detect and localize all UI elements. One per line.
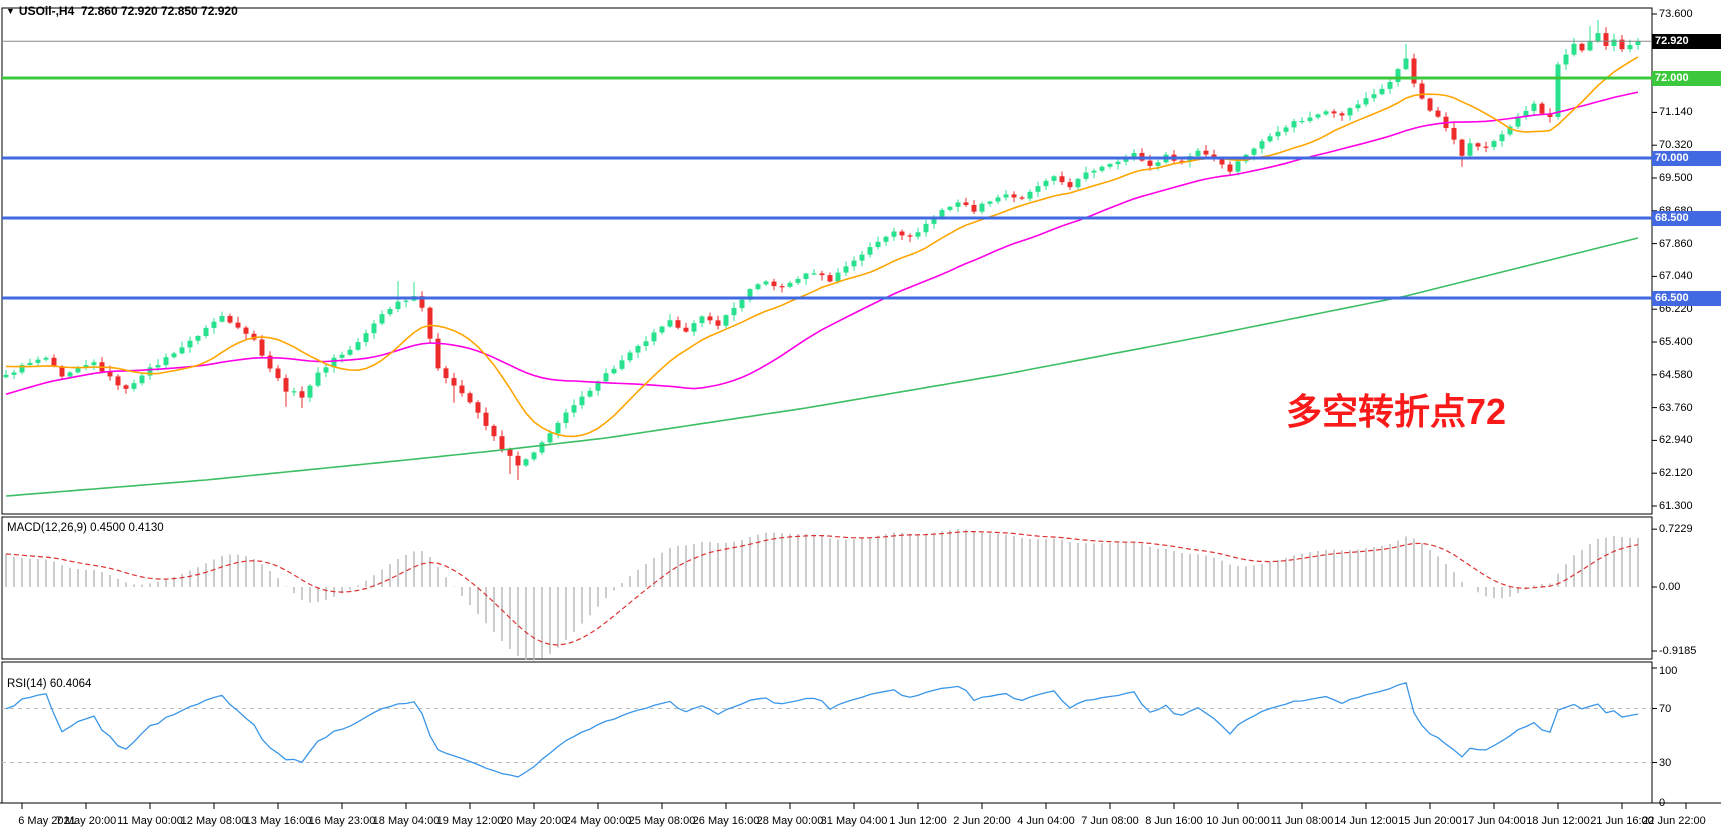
rsi-axis-label: 70 bbox=[1659, 702, 1672, 715]
time-axis-label: 22 Jun 22:00 bbox=[1642, 815, 1706, 827]
level-price-box: 66.500 bbox=[1652, 290, 1721, 306]
time-axis-label: 14 Jun 12:00 bbox=[1334, 815, 1398, 827]
time-axis-label: 11 Jun 08:00 bbox=[1270, 815, 1334, 827]
time-axis-label: 24 May 00:00 bbox=[564, 815, 632, 827]
time-axis-label: 31 May 04:00 bbox=[820, 815, 888, 827]
time-axis-label: 19 May 12:00 bbox=[436, 815, 504, 827]
price-axis-label: 64.580 bbox=[1659, 368, 1693, 381]
chart-title: ▼ USOil-,H4 72.860 72.920 72.850 72.920 bbox=[6, 4, 238, 18]
time-axis-label: 15 Jun 20:00 bbox=[1398, 815, 1462, 827]
time-axis-label: 26 May 16:00 bbox=[692, 815, 760, 827]
price-axis-label: 62.940 bbox=[1659, 434, 1693, 447]
price-axis-label: 66.220 bbox=[1659, 303, 1693, 316]
price-axis-label: 61.300 bbox=[1659, 500, 1693, 512]
price-axis-label: 67.040 bbox=[1659, 270, 1693, 283]
macd-axis-label: -0.9185 bbox=[1659, 645, 1697, 657]
time-axis-label: 25 May 08:00 bbox=[628, 815, 696, 827]
time-axis-label: 18 May 04:00 bbox=[372, 815, 440, 827]
time-axis-label: 1 Jun 12:00 bbox=[889, 815, 947, 827]
time-axis-label: 11 May 00:00 bbox=[117, 815, 183, 827]
price-axis-label: 65.400 bbox=[1659, 336, 1693, 348]
price-axis-label: 69.500 bbox=[1659, 172, 1693, 184]
time-axis-label: 13 May 16:00 bbox=[244, 815, 312, 827]
price-axis-label: 73.600 bbox=[1659, 8, 1693, 20]
macd-axis-label: 0.7229 bbox=[1659, 523, 1693, 536]
time-axis-label: 28 May 00:00 bbox=[756, 815, 824, 827]
symbol-period-label: USOil-,H4 bbox=[18, 4, 75, 18]
price-axis-label: 63.760 bbox=[1659, 401, 1693, 414]
time-axis-label: 6 May 2021 bbox=[18, 815, 76, 827]
annotation-text: 多空转折点72 bbox=[1286, 391, 1507, 432]
time-axis-label: 2 Jun 20:00 bbox=[953, 815, 1011, 827]
collapse-triangle-icon[interactable]: ▼ bbox=[6, 6, 15, 16]
time-axis-label: 10 Jun 00:00 bbox=[1206, 815, 1270, 827]
time-axis-label: 4 Jun 04:00 bbox=[1017, 815, 1075, 827]
time-axis-label: 20 May 20:00 bbox=[500, 815, 568, 827]
level-price-box: 68.500 bbox=[1652, 210, 1721, 226]
macd-axis-label: 0.00 bbox=[1659, 581, 1681, 593]
level-price-box: 72.000 bbox=[1652, 70, 1721, 86]
price-axis-label: 62.120 bbox=[1659, 467, 1693, 480]
macd-indicator-label: MACD(12,26,9) 0.4500 0.4130 bbox=[7, 522, 164, 534]
time-axis-label: 18 Jun 12:00 bbox=[1526, 815, 1590, 827]
time-axis-label: 12 May 08:00 bbox=[180, 815, 248, 827]
time-axis-label: 16 May 23:00 bbox=[308, 815, 376, 827]
time-axis-label: 21 Jun 16:00 bbox=[1590, 815, 1654, 827]
rsi-axis-label: 100 bbox=[1659, 665, 1678, 677]
time-axis-label: 17 Jun 04:00 bbox=[1462, 815, 1526, 827]
ohlc-values: 72.860 72.920 72.850 72.920 bbox=[80, 4, 238, 18]
rsi-indicator-label: RSI(14) 60.4064 bbox=[7, 678, 92, 690]
time-axis-label: 7 May 20:00 bbox=[55, 815, 117, 827]
rsi-axis-label: 0 bbox=[1659, 797, 1666, 809]
price-axis-label: 71.140 bbox=[1659, 106, 1693, 119]
last-price-box: 72.920 bbox=[1652, 33, 1721, 49]
price-axis-label: 70.320 bbox=[1659, 139, 1693, 152]
time-axis-label: 8 Jun 16:00 bbox=[1145, 815, 1203, 827]
price-axis-label: 67.860 bbox=[1659, 237, 1693, 250]
rsi-axis-label: 30 bbox=[1659, 756, 1672, 769]
time-axis-label: 7 Jun 08:00 bbox=[1081, 815, 1139, 827]
level-price-box: 70.000 bbox=[1652, 150, 1721, 166]
